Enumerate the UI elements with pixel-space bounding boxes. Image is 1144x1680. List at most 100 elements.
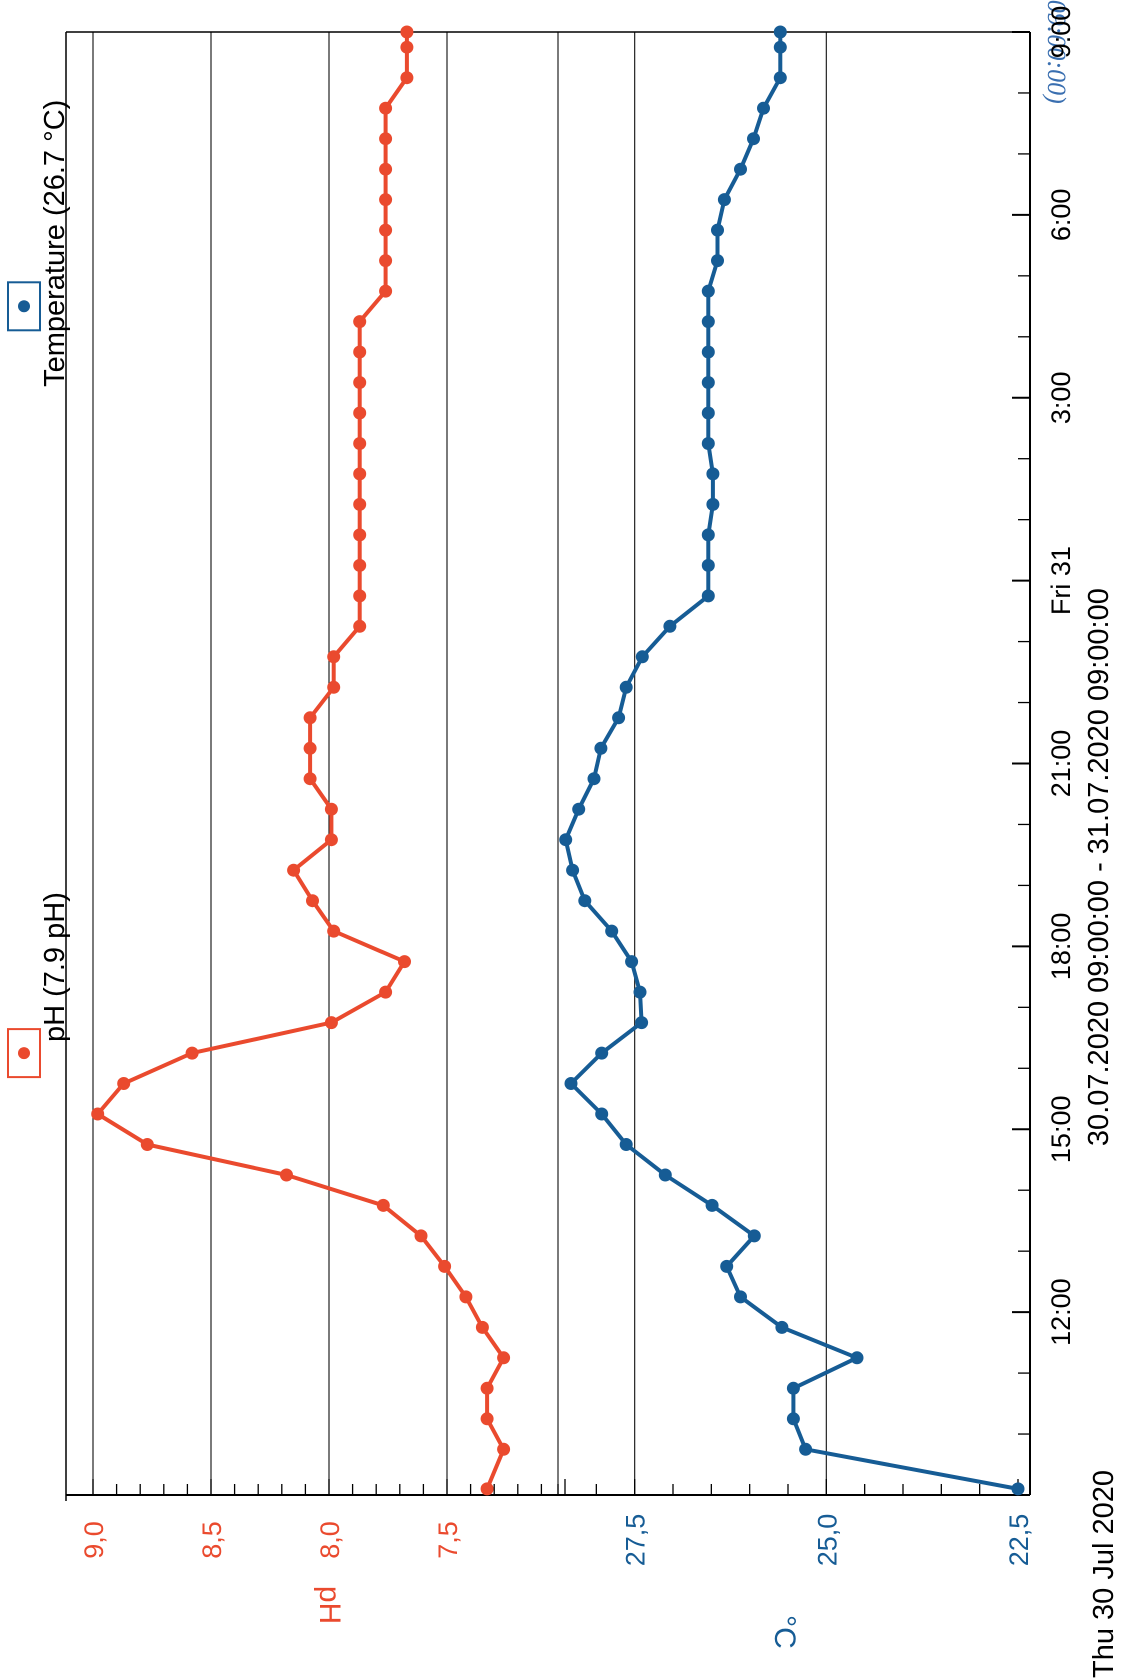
x-tick-label-2: 18:00: [1046, 913, 1076, 981]
temperature-point-7: [720, 1259, 734, 1273]
ph-tick-label-0: 9,0: [79, 1521, 109, 1559]
x-axis-range-label: 30.07.2020 09:00:00 - 31.07.2020 09:00:0…: [1083, 588, 1115, 1146]
temperature-point-11: [619, 1138, 633, 1151]
temperature-point-32: [706, 497, 720, 511]
temperature-point-1: [799, 1442, 813, 1456]
grid-lines: [92, 32, 827, 1495]
temperature-point-2: [786, 1412, 800, 1426]
temperature-point-25: [612, 711, 626, 725]
temperature-point-24: [594, 741, 608, 755]
temperature-point-9: [705, 1198, 719, 1212]
temperature-point-37: [701, 345, 715, 359]
ph-point-15: [324, 1016, 338, 1030]
ph-point-5: [475, 1320, 489, 1334]
ph-point-8: [414, 1229, 428, 1243]
legend-swatch-frame-ph: [7, 1028, 41, 1079]
temperature-point-46: [773, 71, 787, 85]
ph-point-28: [353, 619, 367, 633]
temperature-point-31: [701, 528, 715, 542]
temperature-point-38: [701, 315, 715, 329]
temperature-point-39: [701, 284, 715, 298]
temperature-point-36: [701, 376, 715, 389]
ph-point-7: [438, 1259, 452, 1273]
x-axis-labels: 12:00 15:00 18:00 21:00 Fri 31 3:00 6:00 9:00: [1046, 6, 1076, 1346]
temperature-point-0: [1011, 1482, 1025, 1496]
ph-point-36: [353, 376, 367, 389]
temperature-point-12: [595, 1107, 609, 1121]
temperature-point-16: [633, 985, 647, 999]
legend-label-temperature: Temperature (26.7 °C): [39, 100, 71, 387]
ph-tick-label-3: 7,5: [433, 1521, 463, 1559]
x-tick-label-6: 6:00: [1046, 189, 1076, 242]
ph-series: [91, 25, 511, 1496]
ph-point-19: [306, 894, 319, 908]
ph-point-21: [324, 833, 338, 847]
ph-point-35: [353, 406, 367, 420]
temperature-point-4: [850, 1351, 864, 1365]
ph-point-34: [353, 437, 367, 450]
temperature-point-10: [658, 1168, 672, 1182]
ph-point-16: [379, 985, 393, 999]
temperature-point-41: [711, 223, 724, 237]
legend-item-temperature[interactable]: Temperature (26.7 °C): [7, 100, 71, 387]
legend-dot-temperature: [18, 300, 30, 313]
temperature-point-30: [701, 558, 715, 572]
ph-point-44: [379, 132, 393, 146]
ph-point-45: [379, 101, 393, 115]
ph-point-31: [353, 528, 367, 542]
temperature-point-17: [625, 955, 639, 969]
ph-point-12: [91, 1107, 105, 1121]
temperature-point-27: [635, 650, 649, 664]
temperature-point-26: [619, 680, 633, 694]
ph-point-2: [480, 1412, 494, 1426]
temperature-point-19: [578, 894, 592, 908]
temperature-point-40: [711, 254, 724, 268]
temperature-point-44: [747, 132, 760, 146]
ph-point-23: [303, 772, 317, 786]
temperature-point-23: [587, 772, 601, 786]
ph-point-1: [497, 1442, 511, 1456]
temperature-point-18: [605, 924, 619, 938]
x-tick-label-7: 9:00: [1046, 6, 1076, 59]
ph-point-30: [353, 558, 367, 572]
temperature-point-48: [773, 25, 787, 39]
ph-point-40: [379, 254, 393, 268]
ph-point-29: [353, 589, 367, 603]
ph-point-32: [353, 497, 367, 511]
temperature-tick-label-2: 22,5: [1004, 1514, 1034, 1567]
ph-axis-tick-labels: 9,0 8,5 8,0 7,5: [79, 1521, 463, 1559]
legend-label-ph: pH (7.9 pH): [39, 892, 71, 1042]
ph-axis-title: pH: [313, 1586, 346, 1624]
axis-ticks: [92, 31, 1030, 1496]
ph-point-42: [379, 193, 393, 207]
x-tick-label-3: 21:00: [1046, 730, 1076, 798]
ph-point-6: [459, 1290, 473, 1304]
ph-point-26: [327, 680, 341, 694]
temperature-point-29: [701, 589, 715, 603]
ph-point-39: [379, 284, 393, 298]
x-axis-start-label: Thu 30 Jul 2020: [1088, 1470, 1120, 1678]
ph-point-38: [353, 315, 367, 329]
ph-point-47: [400, 40, 414, 54]
temperature-point-14: [595, 1046, 609, 1060]
ph-point-14: [185, 1046, 199, 1060]
ph-point-17: [398, 955, 411, 969]
temperature-point-22: [572, 802, 586, 816]
ph-point-41: [379, 223, 393, 237]
ph-point-18: [327, 924, 341, 938]
ph-point-43: [379, 162, 393, 176]
temperature-axis-tick-labels: 27,5 25,0 22,5: [621, 1514, 1034, 1567]
temperature-point-35: [701, 406, 715, 420]
ph-tick-label-2: 8,0: [315, 1521, 345, 1559]
ph-point-9: [376, 1198, 390, 1212]
ph-point-0: [480, 1482, 494, 1496]
temperature-point-45: [757, 101, 770, 115]
temperature-point-3: [786, 1381, 800, 1395]
ph-point-27: [327, 650, 341, 664]
ph-point-48: [400, 25, 414, 39]
legend-item-ph[interactable]: pH (7.9 pH): [7, 892, 71, 1079]
ph-point-46: [400, 71, 414, 85]
temperature-point-43: [734, 162, 747, 176]
temperature-point-33: [706, 467, 720, 481]
